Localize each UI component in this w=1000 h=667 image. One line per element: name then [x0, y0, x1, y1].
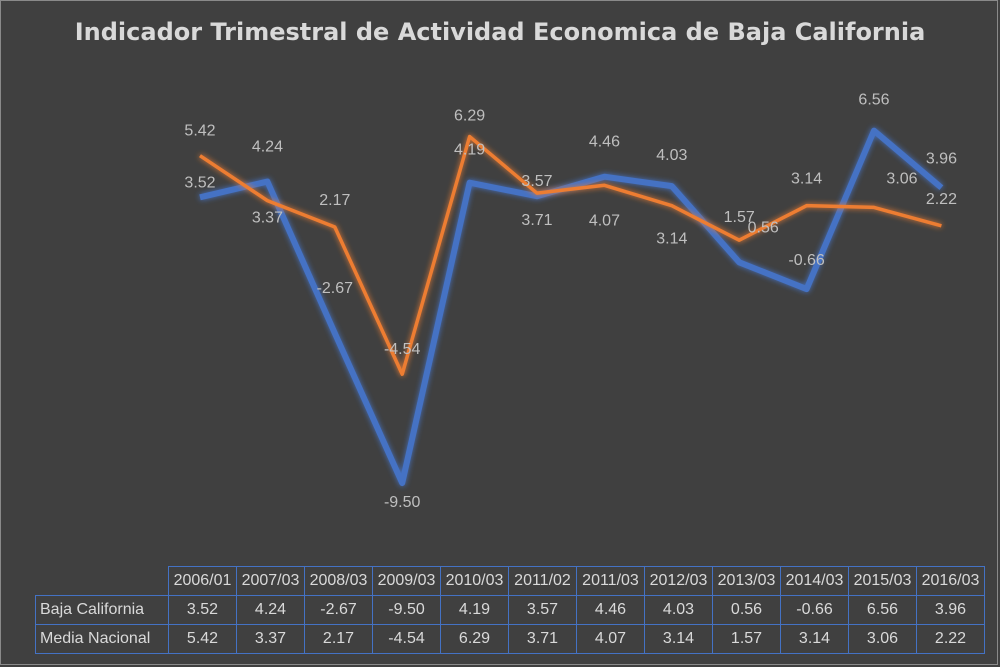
table-header-cell: 2009/03	[372, 566, 441, 596]
table-cell: -9.50	[372, 595, 441, 625]
table-cell: 3.52	[168, 595, 237, 625]
data-label: 6.29	[454, 108, 485, 125]
table-cell: 4.07	[576, 624, 645, 654]
table-cell: 3.06	[848, 624, 917, 654]
data-label: 3.96	[926, 151, 957, 168]
table-header-cell: 2011/02	[508, 566, 577, 596]
table-header-cell: 2007/03	[236, 566, 305, 596]
data-label: -4.54	[384, 341, 421, 358]
table-cell: 4.03	[644, 595, 713, 625]
table-cell: 4.19	[440, 595, 509, 625]
table-cell: 4.46	[576, 595, 645, 625]
data-label: 3.06	[886, 170, 917, 187]
data-label: 2.22	[926, 191, 957, 208]
data-label: 4.07	[589, 212, 620, 229]
table-cell: -0.66	[780, 595, 849, 625]
table-cell: 3.96	[916, 595, 985, 625]
table-header-cell: 2008/03	[304, 566, 373, 596]
table-row-header: Media Nacional	[35, 624, 169, 654]
table-cell: 4.24	[236, 595, 305, 625]
table-header-cell: 2006/01	[168, 566, 237, 596]
table-cell: 2.17	[304, 624, 373, 654]
data-label: 4.19	[454, 142, 485, 159]
table-row: Media Nacional 5.42 3.37 2.17 -4.54 6.29 3.71 4…	[35, 624, 985, 654]
data-label: 2.17	[319, 192, 350, 209]
table-cell: 2.22	[916, 624, 985, 654]
table-header-cell: 2016/03	[916, 566, 985, 596]
data-label: 0.56	[748, 219, 779, 236]
table-cell: 3.71	[508, 624, 577, 654]
table-header-row: 2006/01 2007/03 2008/03 2009/03 2010/03 2011/…	[35, 566, 985, 596]
table-cell: -2.67	[304, 595, 373, 625]
table-cell: 0.56	[712, 595, 781, 625]
series-line-baja-california	[199, 127, 944, 487]
data-label: 3.52	[184, 174, 215, 191]
data-label: 3.71	[521, 212, 552, 229]
table-header-cell: 2015/03	[848, 566, 917, 596]
data-label: 6.56	[858, 92, 889, 109]
table-cell: 6.29	[440, 624, 509, 654]
data-label: 4.24	[252, 139, 283, 156]
data-label: 3.57	[521, 173, 552, 190]
table-cell: 3.14	[780, 624, 849, 654]
table-cell: 6.56	[848, 595, 917, 625]
table-cell: 5.42	[168, 624, 237, 654]
series-line-media-nacional	[199, 134, 942, 376]
table-cell: 3.57	[508, 595, 577, 625]
table-header-cell: 2013/03	[712, 566, 781, 596]
data-label: 5.42	[184, 123, 215, 140]
data-table: 2006/01 2007/03 2008/03 2009/03 2010/03 2011/…	[35, 566, 985, 654]
table-row-header: Baja California	[35, 595, 169, 625]
data-label: 4.46	[589, 134, 620, 151]
data-label: -2.67	[317, 280, 354, 297]
table-header-cell: 2011/03	[576, 566, 645, 596]
table-cell: 3.37	[236, 624, 305, 654]
table-cell: 3.14	[644, 624, 713, 654]
data-label: -0.66	[788, 252, 825, 269]
data-label: 3.14	[791, 171, 822, 188]
table-header-cell: 2012/03	[644, 566, 713, 596]
data-label: 1.57	[724, 209, 755, 226]
data-label: 4.03	[656, 147, 687, 164]
table-header-cell: 2014/03	[780, 566, 849, 596]
data-label: -9.50	[384, 494, 421, 511]
chart-title: Indicador Trimestral de Actividad Econom…	[74, 18, 926, 46]
data-label: 3.37	[252, 210, 283, 227]
table-cell: -4.54	[372, 624, 441, 654]
table-corner	[35, 566, 169, 596]
data-label: 3.14	[656, 231, 687, 248]
table-cell: 1.57	[712, 624, 781, 654]
table-header-cell: 2010/03	[440, 566, 509, 596]
table-row: Baja California 3.52 4.24 -2.67 -9.50 4.19 3.5…	[35, 595, 985, 625]
